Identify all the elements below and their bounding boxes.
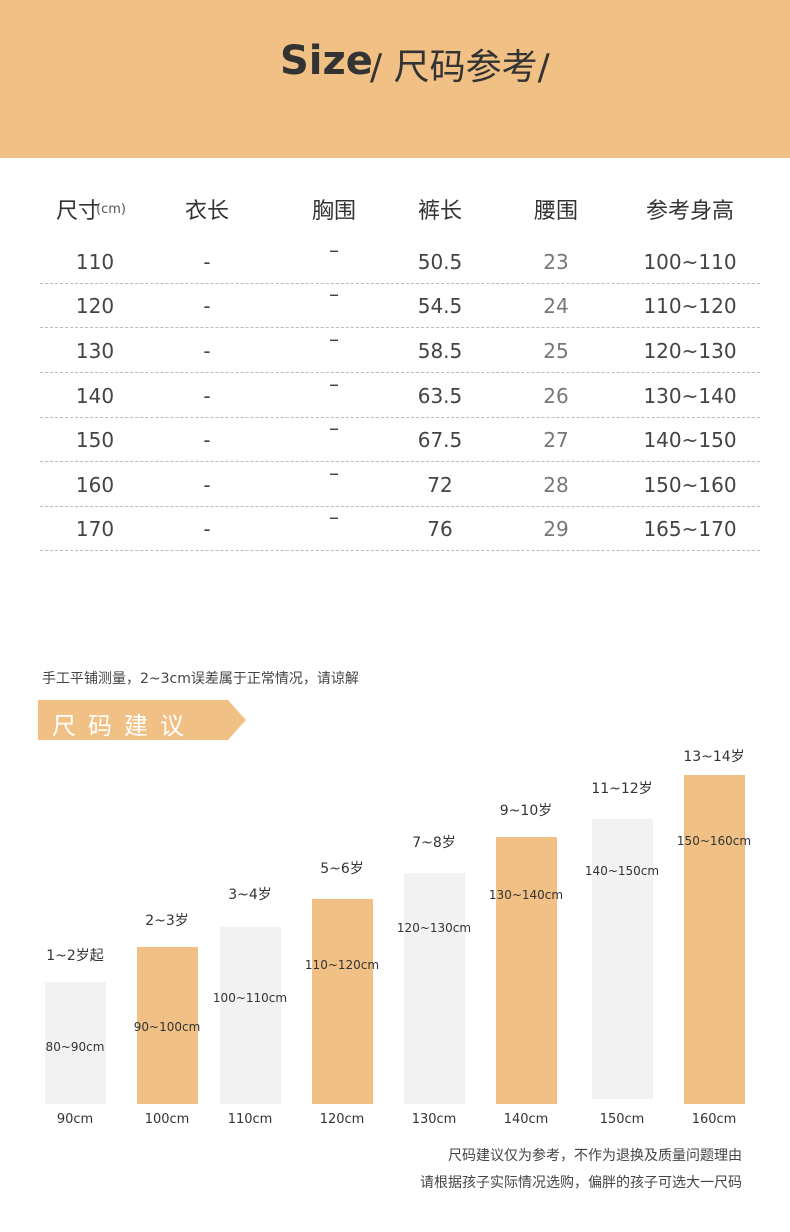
- column-header: 衣长: [184, 199, 230, 224]
- cell: 120~130: [643, 339, 737, 363]
- cell: 100~110: [643, 250, 737, 274]
- column-header: 尺寸: [55, 199, 101, 224]
- cell: -: [203, 428, 211, 452]
- row-divider: [40, 283, 760, 284]
- cell: 76: [427, 517, 453, 541]
- age-label: 13~14岁: [683, 749, 745, 765]
- cell: 165~170: [643, 517, 737, 541]
- cell: 67.5: [417, 428, 463, 452]
- column-header: 胸围: [311, 199, 357, 224]
- size-label: 110cm: [227, 1112, 273, 1127]
- unit: (cm): [96, 202, 126, 217]
- size-label: 140cm: [503, 1112, 549, 1127]
- cell: 72: [427, 473, 453, 497]
- footer-line: 请根据孩子实际情况选购，偏胖的孩子可选大一尺码: [420, 1175, 742, 1191]
- cell: 120: [75, 294, 115, 318]
- age-label: 2~3岁: [145, 913, 189, 929]
- cell: 50.5: [417, 250, 463, 274]
- age-label: 9~10岁: [499, 803, 553, 819]
- height-range: 130~140cm: [488, 888, 564, 902]
- cell: –: [329, 416, 339, 440]
- cell: -: [203, 384, 211, 408]
- height-range: 120~130cm: [396, 921, 472, 935]
- cell: 140~150: [643, 428, 737, 452]
- height-range: 150~160cm: [676, 834, 752, 848]
- cell: –: [329, 505, 339, 529]
- cell: 26: [543, 384, 569, 408]
- height-range: 80~90cm: [45, 1040, 105, 1054]
- row-divider: [40, 506, 760, 507]
- section-title: 尺码建议: [52, 712, 196, 740]
- size-label: 100cm: [144, 1112, 190, 1127]
- height-range: 100~110cm: [212, 991, 288, 1005]
- cell: 110~120: [643, 294, 737, 318]
- cell: 25: [543, 339, 569, 363]
- cell: -: [203, 294, 211, 318]
- row-divider: [40, 461, 760, 462]
- age-label: 11~12岁: [591, 781, 653, 797]
- height-range: 90~100cm: [133, 1020, 201, 1034]
- cell: 150~160: [643, 473, 737, 497]
- size-block: [312, 899, 373, 1104]
- cell: -: [203, 517, 211, 541]
- size-block: [592, 819, 653, 1099]
- subtitle: / 尺码参考/: [370, 47, 550, 88]
- cell: 110: [75, 250, 115, 274]
- cell: 23: [543, 250, 569, 274]
- cell: 28: [543, 473, 569, 497]
- size-label: 150cm: [599, 1112, 645, 1127]
- column-header: 腰围: [533, 199, 579, 224]
- size-label: 120cm: [319, 1112, 365, 1127]
- size-block: [684, 775, 745, 1104]
- cell: –: [329, 461, 339, 485]
- cell: –: [329, 282, 339, 306]
- size-block: [496, 837, 557, 1104]
- size-block: [404, 873, 465, 1104]
- size-label: 130cm: [411, 1112, 457, 1127]
- height-range: 110~120cm: [304, 958, 380, 972]
- size-block: [137, 947, 198, 1104]
- cell: 54.5: [417, 294, 463, 318]
- column-header: 裤长: [417, 199, 463, 224]
- age-label: 5~6岁: [320, 861, 364, 877]
- cell: -: [203, 250, 211, 274]
- cell: 170: [75, 517, 115, 541]
- cell: 140: [75, 384, 115, 408]
- cell: –: [329, 238, 339, 262]
- cell: 130~140: [643, 384, 737, 408]
- section-tag: [38, 700, 246, 740]
- cell: 24: [543, 294, 569, 318]
- size-label: 90cm: [56, 1112, 94, 1127]
- age-label: 1~2岁起: [46, 948, 104, 964]
- title: Size: [280, 38, 373, 84]
- cell: 29: [543, 517, 569, 541]
- row-divider: [40, 417, 760, 418]
- size-block: [220, 927, 281, 1104]
- header-band: [0, 0, 790, 158]
- cell: 27: [543, 428, 569, 452]
- cell: -: [203, 339, 211, 363]
- cell: –: [329, 327, 339, 351]
- cell: 58.5: [417, 339, 463, 363]
- height-range: 140~150cm: [584, 864, 660, 878]
- row-divider: [40, 372, 760, 373]
- cell: 130: [75, 339, 115, 363]
- cell: 160: [75, 473, 115, 497]
- cell: 150: [75, 428, 115, 452]
- age-label: 3~4岁: [228, 887, 272, 903]
- cell: -: [203, 473, 211, 497]
- age-label: 7~8岁: [412, 835, 456, 851]
- footer-line: 尺码建议仅为参考，不作为退换及质量问题理由: [448, 1148, 742, 1164]
- row-divider: [40, 550, 760, 551]
- cell: –: [329, 372, 339, 396]
- column-header: 参考身高: [645, 199, 735, 224]
- size-label: 160cm: [691, 1112, 737, 1127]
- row-divider: [40, 327, 760, 328]
- cell: 63.5: [417, 384, 463, 408]
- size-block: [45, 982, 106, 1104]
- note: 手工平铺测量，2~3cm误差属于正常情况，请谅解: [42, 671, 359, 687]
